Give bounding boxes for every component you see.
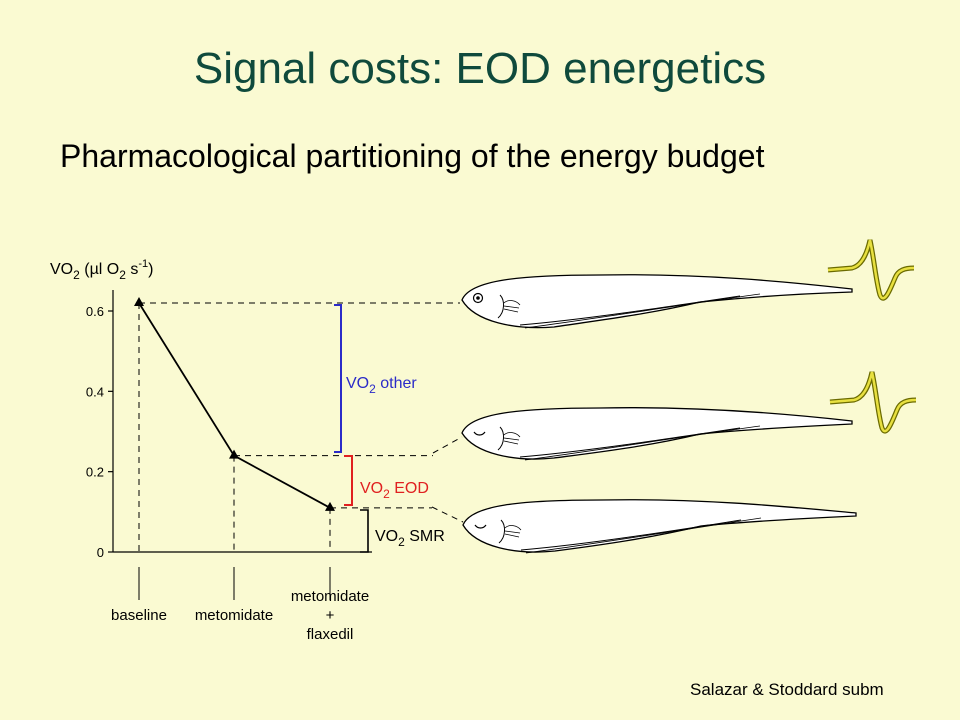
x-category-label: metomidate [291,588,369,605]
citation: Salazar & Stoddard subm [690,680,884,699]
y-tick-label: 0.2 [86,465,104,480]
x-category-label: flaxedil [307,626,354,643]
data-series [134,296,335,511]
series-line [138,302,331,509]
bracket-eod [344,455,353,506]
x-category-labels: baseline metomidate metomidate + flaxedil [111,567,369,643]
data-point-marker [134,296,144,306]
fish-eye-closed-icon [461,407,853,461]
eod-waveform-icon [829,371,917,434]
annotation-vo2-smr: VO2 SMR [375,528,445,549]
x-category-label: metomidate [195,607,273,624]
annotation-vo2-other: VO2 other [346,375,417,396]
y-tick-label: 0.6 [86,304,104,319]
fish-eye-open-icon [461,274,853,329]
slide-subtitle: Pharmacological partitioning of the ener… [60,138,765,174]
slide-title: Signal costs: EOD energetics [193,44,767,93]
guide-lines [138,302,460,552]
fish-eye-closed-icon [462,499,857,554]
connector-to-fish-2 [432,436,463,454]
annotation-vo2-eod: VO2 EOD [360,480,429,501]
connector-to-fish-3 [431,506,464,523]
y-tick-label: 0 [97,545,104,560]
x-category-label: baseline [111,607,167,624]
y-axis-label: VO2 (µl O2 s-1) [50,258,154,282]
bracket-smr [360,509,369,553]
x-category-label: + [326,607,335,624]
y-ticks: 0 0.2 0.4 0.6 [86,304,113,560]
data-point-marker [325,501,335,511]
data-point-marker [229,449,239,459]
eod-waveform-icon [827,239,915,301]
y-tick-label: 0.4 [86,384,104,399]
bracket-other [334,304,342,453]
